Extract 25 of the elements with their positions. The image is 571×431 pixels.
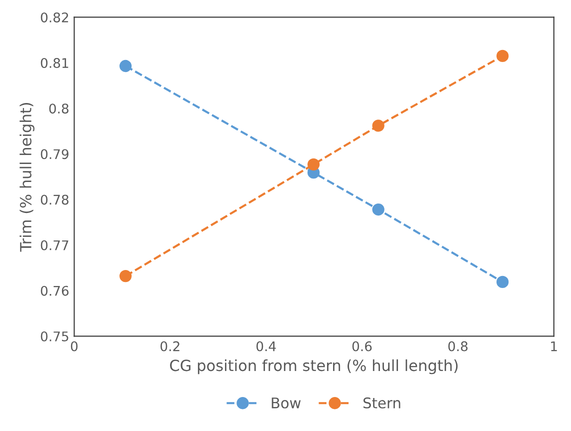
x-tick-label: 0 xyxy=(70,341,78,352)
x-tick-label: 0.2 xyxy=(160,341,180,352)
x-tick-label: 0.8 xyxy=(448,341,468,352)
y-tick-label: 0.8 xyxy=(49,104,68,114)
y-tick-label: 0.78 xyxy=(40,194,68,205)
y-tick-label: 0.81 xyxy=(40,58,68,68)
point xyxy=(119,270,132,282)
y-tick-label: 0.77 xyxy=(40,240,68,250)
legend-label: Bow xyxy=(272,398,301,408)
y-axis-title: Trim (% hull height) xyxy=(20,102,34,252)
legend-label: Stern xyxy=(363,397,400,408)
x-tick-label: 0.4 xyxy=(256,341,276,352)
x-axis-title: CG position from stern (% hull length) xyxy=(170,359,458,374)
point xyxy=(496,276,509,288)
point xyxy=(119,60,132,72)
y-tick-label: 0.82 xyxy=(40,12,68,22)
y-tick-label: 0.79 xyxy=(40,149,68,160)
y-tick-label: 0.76 xyxy=(40,286,69,296)
point xyxy=(372,203,384,216)
point xyxy=(496,50,509,62)
x-tick-label: 1 xyxy=(551,341,557,352)
y-tick-label: 0.75 xyxy=(40,331,68,342)
point xyxy=(372,120,384,132)
point xyxy=(307,158,320,170)
x-tick-label: 0.6 xyxy=(352,341,372,352)
